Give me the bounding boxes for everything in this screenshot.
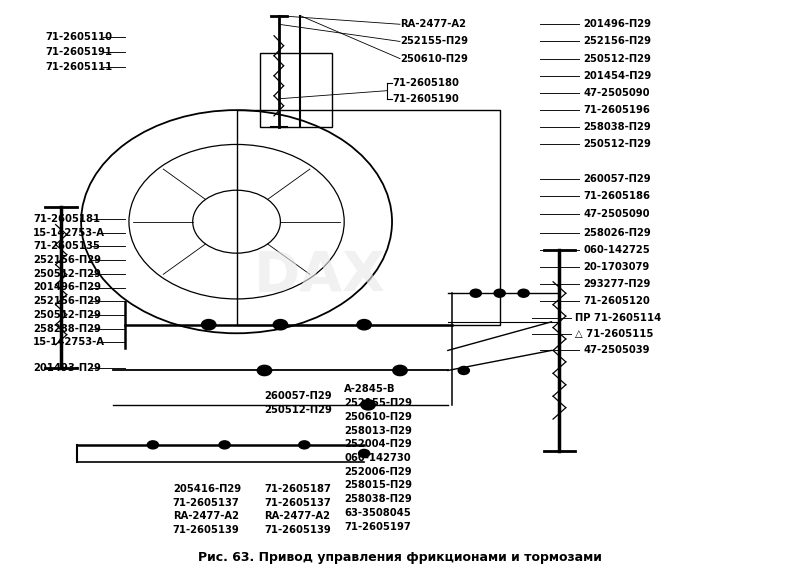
Text: 15-142753-А: 15-142753-А [34,338,106,347]
Text: 258038-П29: 258038-П29 [344,494,412,504]
Circle shape [361,400,375,410]
Text: 71-2605111: 71-2605111 [46,62,113,72]
Circle shape [357,320,371,330]
Text: 71-2605191: 71-2605191 [46,47,112,57]
Text: RA-2477-А2: RA-2477-А2 [265,511,330,522]
Text: 252156-П29: 252156-П29 [34,296,102,306]
Text: 250610-П29: 250610-П29 [344,412,412,422]
Circle shape [274,320,287,330]
Text: 205416-П29: 205416-П29 [173,484,241,494]
Text: DAX: DAX [254,249,386,303]
Text: 250512-П29: 250512-П29 [34,269,101,279]
Text: 252004-П29: 252004-П29 [344,439,412,449]
Text: 250512-П29: 250512-П29 [583,53,651,64]
Text: 260057-П29: 260057-П29 [583,174,651,184]
Text: 47-2505039: 47-2505039 [583,346,650,355]
Text: 060-142725: 060-142725 [583,245,650,255]
Text: 258288-П29: 258288-П29 [34,324,101,334]
Circle shape [393,365,407,375]
Text: 71-2605139: 71-2605139 [265,525,331,535]
Text: 201454-П29: 201454-П29 [583,71,652,80]
Text: 47-2505090: 47-2505090 [583,209,650,219]
Text: 201496-П29: 201496-П29 [34,282,102,293]
Text: 252156-П29: 252156-П29 [583,36,651,47]
Text: 71-2605181: 71-2605181 [34,214,101,224]
Text: ПР 71-2605114: ПР 71-2605114 [575,313,662,323]
Text: 250610-П29: 250610-П29 [400,53,468,64]
Circle shape [470,289,482,297]
Circle shape [358,450,370,458]
Text: 258026-П29: 258026-П29 [583,228,651,237]
Text: А-2845-В: А-2845-В [344,384,396,394]
Text: 71-2605180: 71-2605180 [392,78,459,87]
Circle shape [494,289,506,297]
Text: 250512-П29: 250512-П29 [583,140,651,150]
Circle shape [518,289,529,297]
Text: 71-2605137: 71-2605137 [265,497,331,508]
Text: RA-2477-А2: RA-2477-А2 [173,511,238,522]
Text: 71-2605137: 71-2605137 [173,497,239,508]
Text: 71-2605139: 71-2605139 [173,525,239,535]
Text: 201493-П29: 201493-П29 [34,363,101,373]
Text: 71-2605135: 71-2605135 [34,242,100,251]
Text: 252155-П29: 252155-П29 [344,398,412,408]
Text: 250512-П29: 250512-П29 [34,310,101,320]
Text: 71-2605120: 71-2605120 [583,296,650,306]
Text: 71-2605186: 71-2605186 [583,191,650,201]
Circle shape [219,441,230,449]
Text: 260057-П29: 260057-П29 [265,391,332,401]
Text: Рис. 63. Привод управления фрикционами и тормозами: Рис. 63. Привод управления фрикционами и… [198,551,602,564]
Circle shape [147,441,158,449]
Text: 258015-П29: 258015-П29 [344,481,412,490]
Text: 201496-П29: 201496-П29 [583,20,651,29]
Text: RA-2477-А2: RA-2477-А2 [400,20,466,29]
Circle shape [202,320,216,330]
Circle shape [298,441,310,449]
Text: △ 71-2605115: △ 71-2605115 [575,329,654,339]
Bar [261,53,332,127]
Text: 63-3508045: 63-3508045 [344,508,411,518]
Text: 060-142730: 060-142730 [344,453,411,463]
Bar [237,110,500,325]
Text: 20-1703079: 20-1703079 [583,262,650,272]
Text: 71-2605110: 71-2605110 [46,32,112,42]
Text: 250512-П29: 250512-П29 [265,405,332,415]
Text: 252156-П29: 252156-П29 [34,255,102,265]
Text: 15-142753-А: 15-142753-А [34,228,106,237]
Text: 293277-П29: 293277-П29 [583,279,650,289]
Text: 252155-П29: 252155-П29 [400,36,468,47]
Text: 71-2605196: 71-2605196 [583,105,650,115]
Circle shape [458,366,470,374]
Text: 258038-П29: 258038-П29 [583,122,651,132]
Text: 71-2605197: 71-2605197 [344,522,411,532]
Text: 252006-П29: 252006-П29 [344,467,412,477]
Text: 71-2605187: 71-2605187 [265,484,331,494]
Text: 71-2605190: 71-2605190 [392,94,458,104]
Text: 47-2505090: 47-2505090 [583,88,650,98]
Circle shape [258,365,272,375]
Text: 258013-П29: 258013-П29 [344,426,412,435]
